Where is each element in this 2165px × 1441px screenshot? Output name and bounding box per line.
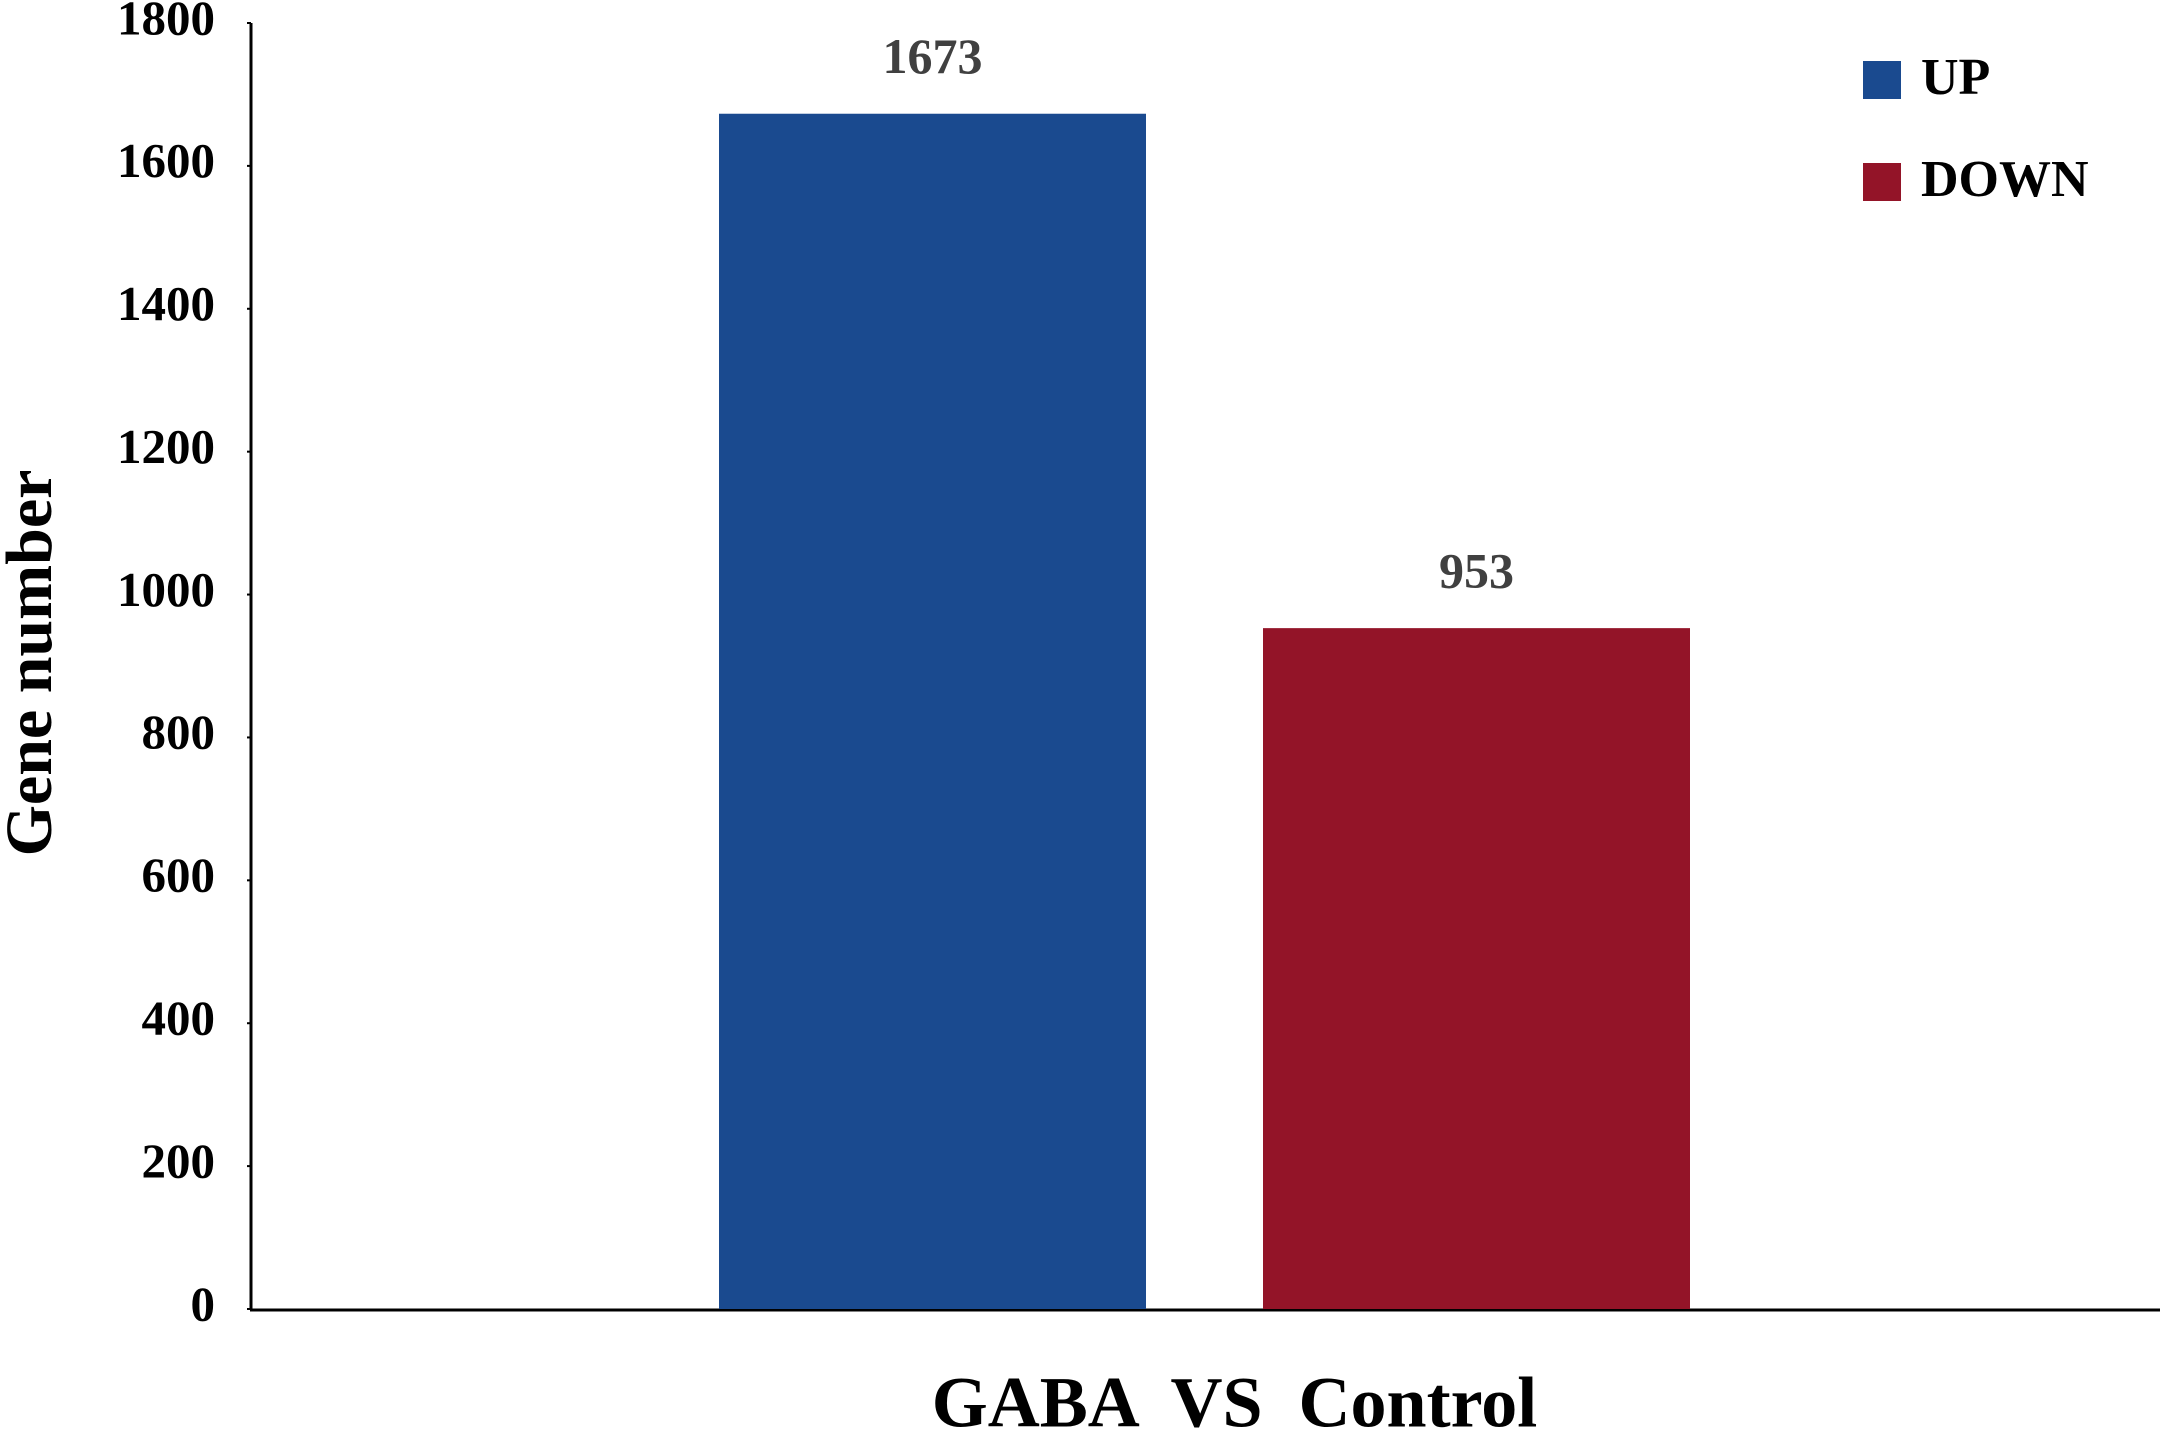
y-tick-label: 400 [142,990,216,1045]
legend-label: DOWN [1921,151,2089,208]
y-tick-label: 200 [142,1133,216,1188]
bar [719,113,1146,1309]
legend-swatch [1863,61,1901,99]
data-label: 953 [1439,543,1514,599]
y-tick-label: 800 [142,705,216,760]
y-tick-label: 1400 [117,276,215,331]
y-axis-label: Gene number [0,470,66,857]
legend-swatch [1863,163,1901,201]
y-tick-label: 1800 [117,0,215,45]
y-tick-label: 1600 [117,133,215,188]
y-tick-label: 0 [191,1276,216,1331]
x-tick-label: GABA VS Control [932,1363,1537,1441]
y-tick-label: 1200 [117,419,215,474]
legend-label: UP [1921,49,1990,106]
y-tick-label: 1000 [117,562,215,617]
bar [1263,628,1690,1309]
y-tick-label: 600 [142,848,216,903]
data-label: 1673 [883,28,983,84]
